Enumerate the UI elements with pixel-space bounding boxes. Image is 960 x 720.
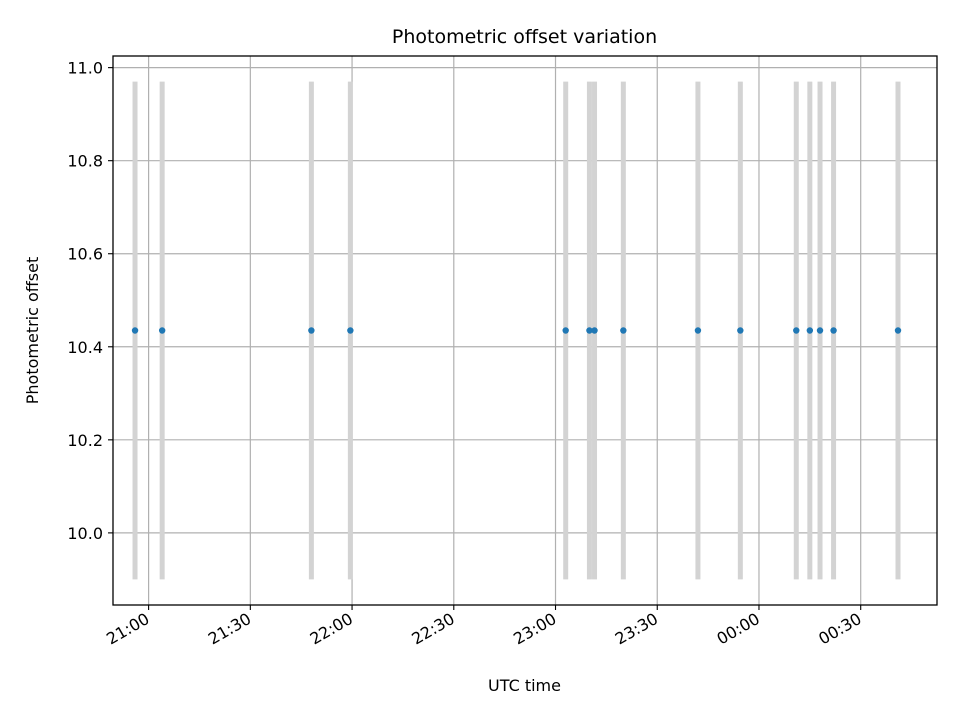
x-tick-label: 21:00 bbox=[103, 609, 152, 649]
data-point bbox=[694, 327, 702, 334]
x-tick-label: 21:30 bbox=[205, 609, 254, 649]
grid-lines bbox=[113, 56, 937, 605]
data-point bbox=[591, 327, 598, 334]
y-tick-label: 10.6 bbox=[67, 245, 103, 264]
y-tick-label: 10.0 bbox=[67, 524, 103, 543]
error-bars bbox=[132, 81, 901, 580]
data-point bbox=[737, 327, 744, 334]
x-axis-label: UTC time bbox=[488, 676, 561, 695]
y-tick-label: 10.2 bbox=[67, 431, 103, 450]
x-tick-label: 00:30 bbox=[815, 609, 864, 649]
data-point bbox=[806, 327, 814, 334]
data-point bbox=[816, 327, 824, 334]
data-point bbox=[830, 327, 837, 334]
data-point bbox=[620, 327, 627, 334]
data-point bbox=[894, 327, 902, 334]
data-point bbox=[562, 327, 569, 334]
x-tick-label: 22:30 bbox=[408, 609, 457, 649]
y-tick-label: 11.0 bbox=[67, 59, 103, 78]
chart-title: Photometric offset variation bbox=[392, 26, 657, 48]
data-point bbox=[308, 327, 315, 334]
data-point bbox=[793, 327, 800, 334]
x-tick-label: 23:30 bbox=[612, 609, 661, 649]
data-point bbox=[347, 327, 354, 334]
y-axis-ticks: 10.0 10.2 10.4 10.6 10.8 11.0 bbox=[67, 59, 113, 543]
x-axis-ticks: 21:00 21:30 22:00 22:30 23:00 23:30 00:00 00:30 bbox=[103, 605, 865, 649]
x-tick-label: 23:00 bbox=[510, 609, 559, 649]
data-points bbox=[131, 327, 902, 334]
x-tick-label: 00:00 bbox=[714, 609, 763, 649]
plot-frame bbox=[112, 55, 938, 606]
y-tick-label: 10.8 bbox=[67, 152, 103, 171]
data-point bbox=[131, 327, 139, 334]
y-axis-label: Photometric offset bbox=[23, 257, 42, 405]
data-point bbox=[158, 327, 166, 334]
y-tick-label: 10.4 bbox=[67, 338, 103, 357]
data-point bbox=[586, 327, 593, 334]
x-tick-label: 22:00 bbox=[307, 609, 356, 649]
